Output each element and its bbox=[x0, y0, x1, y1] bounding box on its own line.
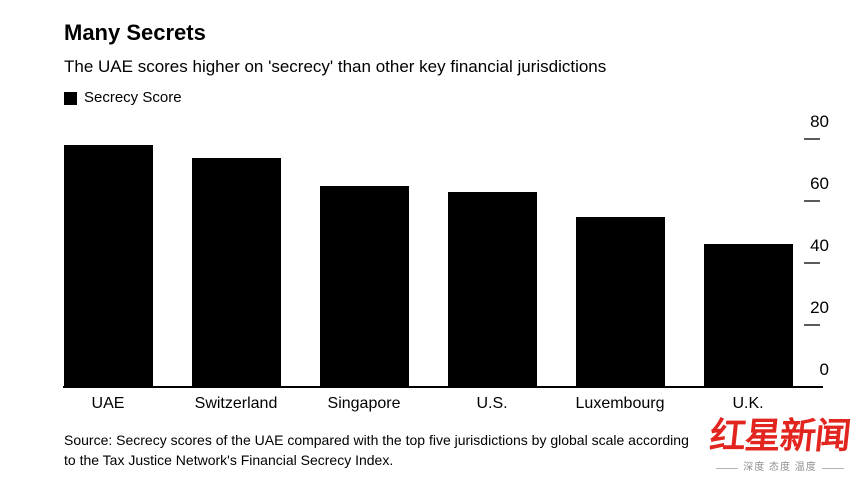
source-line-1: Source: Secrecy scores of the UAE compar… bbox=[64, 432, 689, 448]
x-axis-line bbox=[63, 386, 823, 388]
y-axis-tick-20 bbox=[804, 324, 820, 326]
x-axis-label-uk: U.K. bbox=[732, 395, 764, 412]
watermark-title: 红星新闻 bbox=[707, 415, 853, 456]
chart-subtitle: The UAE scores higher on 'secrecy' than … bbox=[64, 57, 607, 76]
bar-luxembourg bbox=[575, 216, 665, 387]
watermark-tagline: 深度 态度 温度 bbox=[706, 462, 854, 474]
bar-uk bbox=[703, 244, 793, 387]
y-axis-tick-80 bbox=[804, 138, 820, 140]
tagline-text: 深度 态度 温度 bbox=[743, 462, 817, 473]
source-note: Source: Secrecy scores of the UAE compar… bbox=[64, 430, 689, 470]
bar-uae bbox=[63, 145, 153, 387]
y-axis-label-20: 20 bbox=[810, 298, 829, 317]
bar-singapore bbox=[319, 185, 409, 387]
legend-label: Secrecy Score bbox=[84, 89, 182, 106]
y-axis-tick-40 bbox=[804, 262, 820, 264]
bar-switzerland bbox=[191, 157, 281, 387]
tagline-right-dash bbox=[821, 467, 844, 469]
source-line-2: to the Tax Justice Network's Financial S… bbox=[64, 452, 394, 468]
legend-swatch-icon bbox=[64, 91, 77, 105]
y-axis-tick-60 bbox=[804, 200, 820, 202]
tagline-left-dash bbox=[716, 467, 739, 469]
x-axis-label-uae: UAE bbox=[91, 395, 125, 412]
x-axis-label-luxembourg: Luxembourg bbox=[575, 395, 665, 412]
y-axis-label-80: 80 bbox=[810, 112, 829, 131]
chart-title: Many Secrets bbox=[64, 20, 206, 45]
y-axis-label-40: 40 bbox=[810, 236, 829, 255]
x-axis-label-us: U.S. bbox=[476, 395, 508, 412]
y-axis-label-60: 60 bbox=[810, 174, 829, 193]
y-axis-label-0: 0 bbox=[819, 360, 829, 379]
watermark-logo: 红星新闻 深度 态度 温度 bbox=[706, 412, 854, 474]
legend: Secrecy Score bbox=[64, 90, 182, 106]
x-axis-label-switzerland: Switzerland bbox=[194, 395, 278, 412]
x-axis-label-singapore: Singapore bbox=[327, 395, 401, 412]
bar-us bbox=[447, 191, 537, 387]
